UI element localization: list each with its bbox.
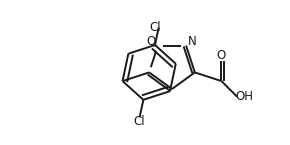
Text: Cl: Cl	[149, 21, 161, 34]
Text: OH: OH	[235, 90, 253, 103]
Text: Cl: Cl	[134, 115, 145, 128]
Text: O: O	[147, 35, 156, 48]
Text: O: O	[217, 49, 226, 62]
Text: N: N	[188, 35, 197, 48]
